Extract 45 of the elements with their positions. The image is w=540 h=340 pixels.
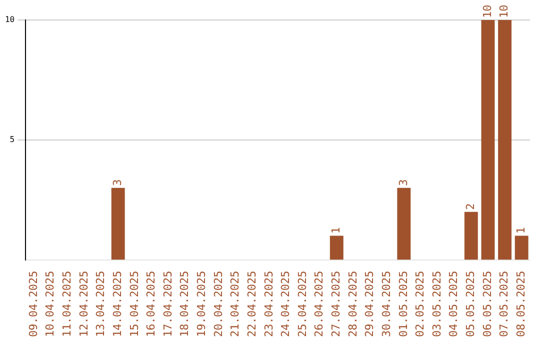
bar — [330, 236, 344, 260]
bar — [514, 236, 528, 260]
x-tick-label: 18.04.2025 — [178, 270, 192, 338]
x-tick-label: 25.04.2025 — [296, 270, 309, 338]
x-tick-label: 29.04.2025 — [363, 270, 376, 338]
x-tick-label: 05.05.2025 — [464, 270, 478, 338]
x-tick-label: 12.04.2025 — [77, 270, 90, 338]
x-tick-label: 27.04.2025 — [330, 270, 343, 338]
y-tick-label: 5 — [10, 134, 15, 144]
x-tick-label: 21.04.2025 — [228, 270, 242, 338]
data-label: 3 — [396, 179, 410, 186]
data-label: 1 — [514, 227, 528, 234]
data-label: 1 — [330, 227, 343, 234]
x-tick-label: 20.04.2025 — [212, 270, 225, 338]
x-tick-label: 13.04.2025 — [94, 270, 108, 338]
bar — [397, 188, 411, 260]
bar — [481, 20, 495, 260]
bar — [498, 20, 512, 260]
x-tick-label: 30.04.2025 — [380, 270, 393, 338]
x-tick-label: 19.04.2025 — [195, 270, 208, 338]
x-tick-label: 04.05.2025 — [447, 270, 460, 338]
x-tick-label: 01.05.2025 — [396, 270, 410, 338]
x-tick-label: 11.04.2025 — [60, 270, 74, 338]
bar — [464, 212, 478, 260]
x-tick-label: 14.04.2025 — [110, 270, 124, 338]
x-tick-label: 22.04.2025 — [245, 270, 258, 338]
x-tick-label: 28.04.2025 — [346, 270, 360, 338]
x-tick-label: 09.04.2025 — [26, 270, 40, 338]
x-tick-label: 15.04.2025 — [128, 270, 141, 338]
data-label: 3 — [110, 179, 124, 186]
x-tick-label: 26.04.2025 — [312, 270, 326, 338]
x-tick-label: 06.05.2025 — [480, 270, 494, 338]
x-tick-label: 24.04.2025 — [279, 270, 292, 338]
data-label: 10 — [480, 4, 494, 18]
bar — [111, 188, 125, 260]
x-tick-label: 08.05.2025 — [514, 270, 528, 338]
x-tick-label: 23.04.2025 — [262, 270, 276, 338]
data-label: 10 — [498, 4, 511, 18]
x-tick-label: 10.04.2025 — [44, 270, 57, 338]
x-tick-label: 03.05.2025 — [430, 270, 444, 338]
x-tick-label: 16.04.2025 — [144, 270, 158, 338]
x-tick-label: 07.05.2025 — [498, 270, 511, 338]
x-tick-label: 17.04.2025 — [161, 270, 174, 338]
data-label: 2 — [464, 203, 478, 210]
x-tick-label: 02.05.2025 — [414, 270, 427, 338]
